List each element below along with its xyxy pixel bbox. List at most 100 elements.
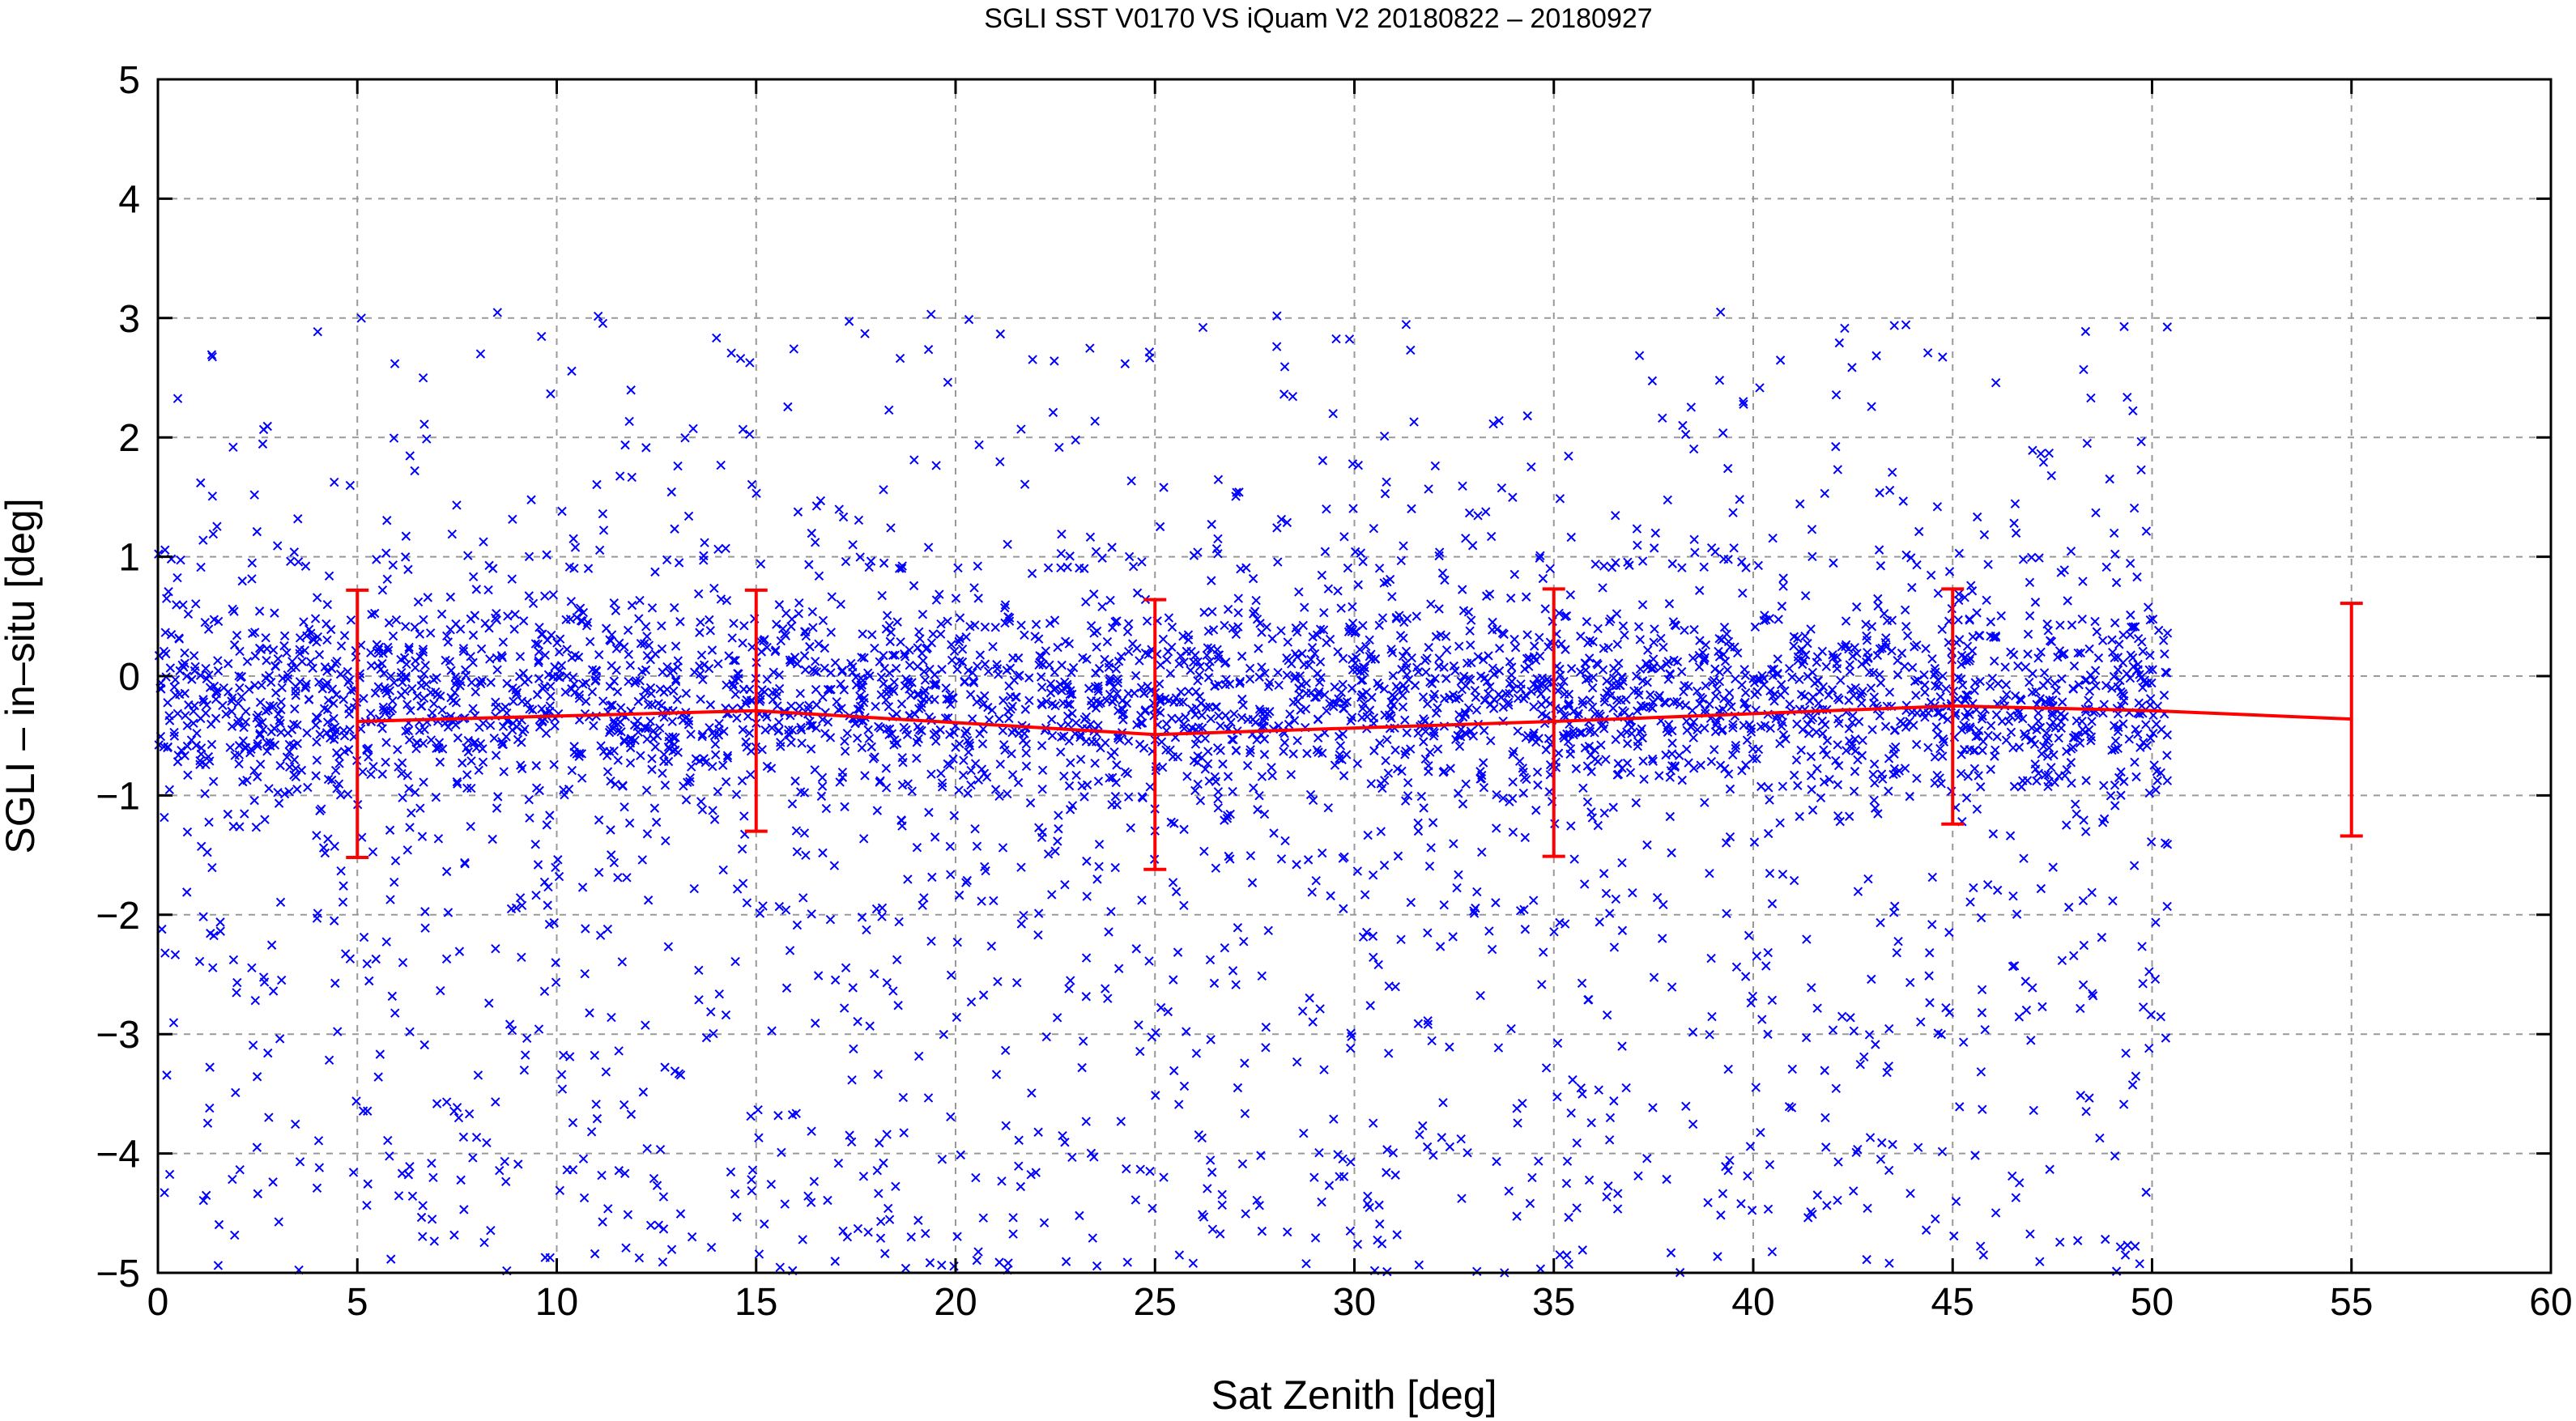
scatter-point [1297, 1006, 1308, 1016]
scatter-point [1747, 1206, 1757, 1215]
scatter-point [1181, 712, 1190, 722]
scatter-point [1931, 1214, 1940, 1224]
scatter-point [1582, 761, 1593, 771]
scatter-point [1537, 980, 1547, 989]
scatter-point [1193, 779, 1203, 789]
scatter-point [368, 761, 378, 772]
scatter-point [1399, 617, 1409, 628]
scatter-point [778, 623, 788, 634]
scatter-point [1178, 632, 1188, 641]
scatter-point [818, 615, 828, 626]
scatter-point [1108, 772, 1118, 783]
scatter-point [183, 770, 193, 780]
scatter-point [266, 940, 277, 950]
scatter-point [994, 1257, 1004, 1267]
scatter-point [1159, 483, 1169, 492]
scatter-point [1396, 934, 1406, 945]
scatter-point [1260, 668, 1270, 679]
scatter-point [1884, 1023, 1894, 1034]
scatter-point [1433, 744, 1443, 754]
scatter-point [463, 735, 474, 746]
scatter-point [1454, 742, 1465, 751]
scatter-point [1562, 1156, 1573, 1166]
scatter-point [1812, 657, 1821, 667]
scatter-point [312, 755, 322, 765]
scatter-point [332, 784, 342, 793]
scatter-point [252, 1142, 262, 1152]
scatter-point [453, 779, 462, 789]
scatter-point [1859, 1052, 1869, 1062]
scatter-point [1292, 1057, 1302, 1067]
scatter-point [566, 597, 577, 606]
scatter-point [890, 650, 901, 660]
scatter-point [491, 697, 500, 707]
scatter-point [233, 718, 243, 729]
scatter-point [1007, 749, 1016, 759]
scatter-point [1348, 665, 1358, 675]
scatter-point [173, 751, 183, 760]
scatter-point [1198, 322, 1208, 333]
scatter-point [882, 978, 892, 988]
scatter-point [1424, 484, 1433, 494]
scatter-point [1254, 644, 1263, 653]
scatter-point [410, 466, 419, 476]
scatter-point [268, 1177, 278, 1187]
scatter-point [875, 657, 884, 667]
scatter-point [929, 679, 939, 690]
scatter-point [1867, 402, 1876, 411]
scatter-point [1401, 320, 1411, 330]
scatter-point [2113, 665, 2123, 675]
scatter-point [724, 651, 734, 661]
scatter-point [549, 759, 559, 769]
scatter-point [2078, 896, 2088, 906]
scatter-point [273, 787, 283, 798]
scatter-point [1168, 878, 1178, 887]
scatter-point [1613, 769, 1624, 780]
scatter-point [892, 738, 902, 748]
scatter-point [1079, 792, 1089, 802]
scatter-point [1505, 657, 1515, 666]
scatter-point [2001, 680, 2012, 690]
scatter-point [262, 747, 272, 756]
scatter-point [1401, 746, 1411, 756]
scatter-point [742, 898, 752, 908]
scatter-point [1755, 674, 1765, 684]
scatter-point [820, 729, 830, 738]
scatter-point [1806, 771, 1816, 781]
scatter-point [1056, 747, 1066, 757]
scatter-point [1700, 653, 1710, 663]
scatter-point [1027, 1088, 1037, 1098]
scatter-point [1882, 1067, 1892, 1078]
scatter-point [567, 765, 577, 776]
scatter-point [1595, 917, 1604, 927]
scatter-point [1204, 776, 1214, 786]
scatter-point [1831, 1083, 1842, 1094]
scatter-point [1182, 1027, 1191, 1036]
scatter-point [1050, 356, 1059, 366]
scatter-point [1353, 460, 1364, 470]
scatter-point [1120, 359, 1130, 368]
scatter-point [443, 722, 453, 732]
scatter-point [912, 753, 922, 764]
scatter-point [1202, 650, 1212, 661]
scatter-point [171, 690, 181, 700]
scatter-point [1445, 692, 1454, 702]
scatter-point [1642, 840, 1652, 850]
scatter-point [2105, 474, 2114, 484]
scatter-point [660, 1062, 670, 1072]
scatter-point [189, 718, 198, 728]
scatter-point [1318, 848, 1327, 858]
scatter-point [415, 725, 424, 735]
scatter-point [657, 644, 667, 654]
scatter-point [471, 585, 482, 594]
scatter-point [670, 524, 679, 534]
scatter-point [1850, 734, 1860, 744]
scatter-point [1901, 621, 1911, 632]
scatter-point [1035, 651, 1045, 661]
x-axis-label: Sat Zenith [deg] [1211, 1372, 1497, 1418]
scatter-point [1784, 663, 1795, 674]
scatter-point [1423, 1019, 1433, 1029]
scatter-point [1257, 971, 1267, 981]
scatter-point [260, 815, 270, 824]
scatter-point [773, 1111, 783, 1121]
